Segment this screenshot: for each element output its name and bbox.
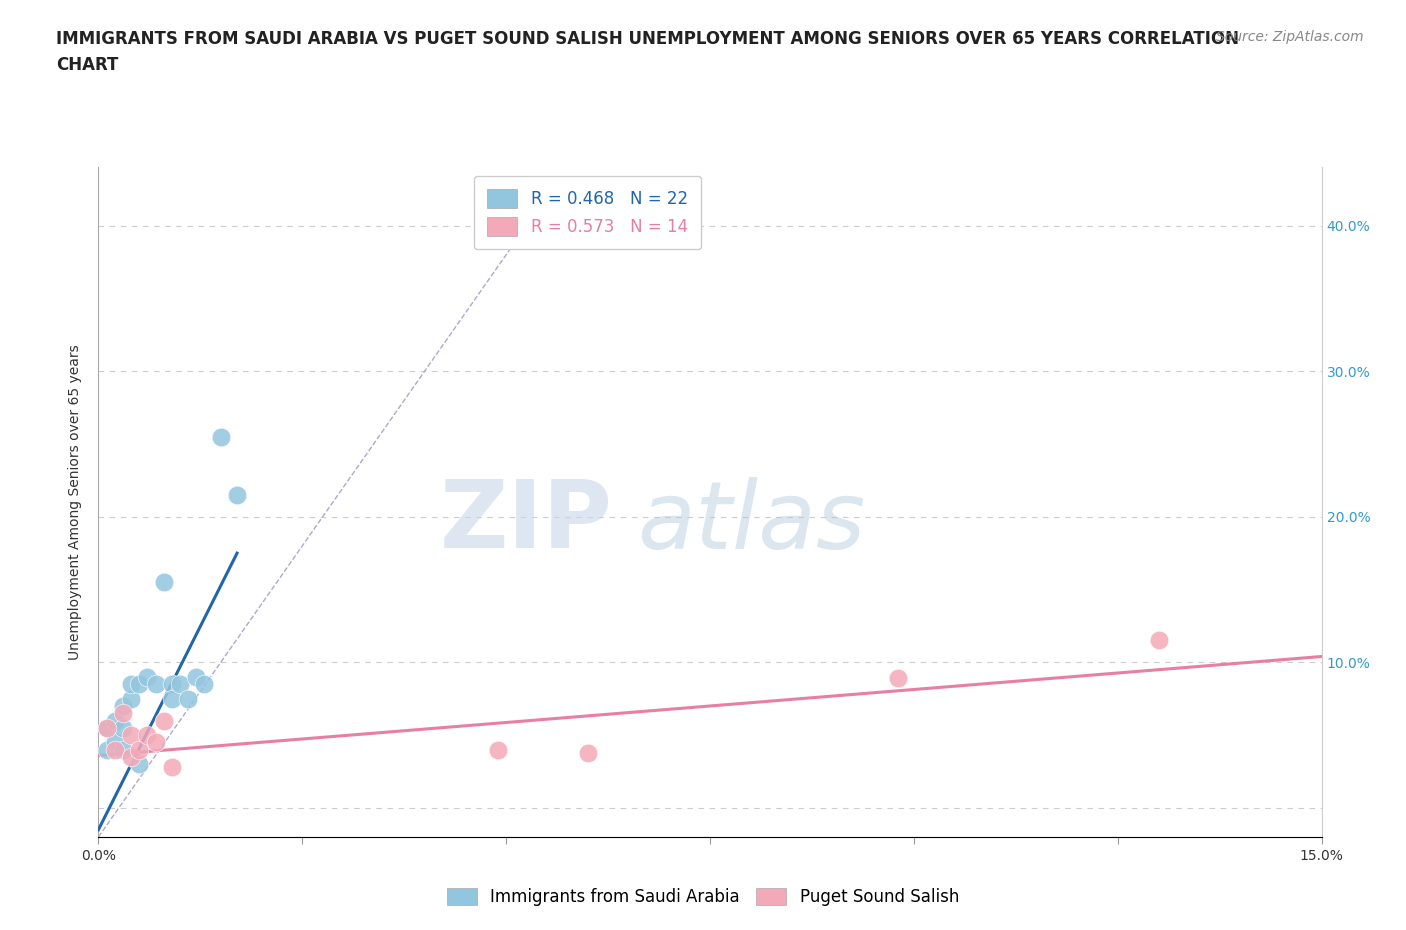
Text: atlas: atlas xyxy=(637,477,865,568)
Point xyxy=(111,721,134,736)
Point xyxy=(136,727,159,742)
Point xyxy=(120,727,142,742)
Point xyxy=(576,745,599,760)
Point xyxy=(104,742,127,757)
Point xyxy=(111,706,134,721)
Point xyxy=(152,713,174,728)
Point xyxy=(128,757,150,772)
Text: ZIP: ZIP xyxy=(439,476,612,568)
Point xyxy=(120,750,142,764)
Point xyxy=(120,691,142,706)
Point xyxy=(193,677,215,692)
Legend: Immigrants from Saudi Arabia, Puget Sound Salish: Immigrants from Saudi Arabia, Puget Soun… xyxy=(440,881,966,912)
Text: IMMIGRANTS FROM SAUDI ARABIA VS PUGET SOUND SALISH UNEMPLOYMENT AMONG SENIORS OV: IMMIGRANTS FROM SAUDI ARABIA VS PUGET SO… xyxy=(56,30,1239,47)
Point xyxy=(96,721,118,736)
Text: CHART: CHART xyxy=(56,56,118,73)
Point xyxy=(1147,633,1170,648)
Point xyxy=(145,735,167,750)
Point xyxy=(128,742,150,757)
Point xyxy=(186,670,208,684)
Point xyxy=(486,742,509,757)
Point xyxy=(169,677,191,692)
Point xyxy=(145,677,167,692)
Point xyxy=(96,742,118,757)
Point xyxy=(226,487,249,502)
Point xyxy=(96,721,118,736)
Point xyxy=(104,713,127,728)
Point xyxy=(886,671,908,685)
Point xyxy=(160,760,183,775)
Point xyxy=(152,575,174,590)
Point xyxy=(160,691,183,706)
Point xyxy=(177,691,200,706)
Point xyxy=(136,670,159,684)
Point xyxy=(111,742,134,757)
Point xyxy=(209,430,232,445)
Point xyxy=(120,677,142,692)
Legend: R = 0.468   N = 22, R = 0.573   N = 14: R = 0.468 N = 22, R = 0.573 N = 14 xyxy=(474,176,702,249)
Point xyxy=(160,677,183,692)
Y-axis label: Unemployment Among Seniors over 65 years: Unemployment Among Seniors over 65 years xyxy=(69,344,83,660)
Text: Source: ZipAtlas.com: Source: ZipAtlas.com xyxy=(1216,30,1364,44)
Point xyxy=(128,677,150,692)
Point xyxy=(104,735,127,750)
Point xyxy=(111,698,134,713)
